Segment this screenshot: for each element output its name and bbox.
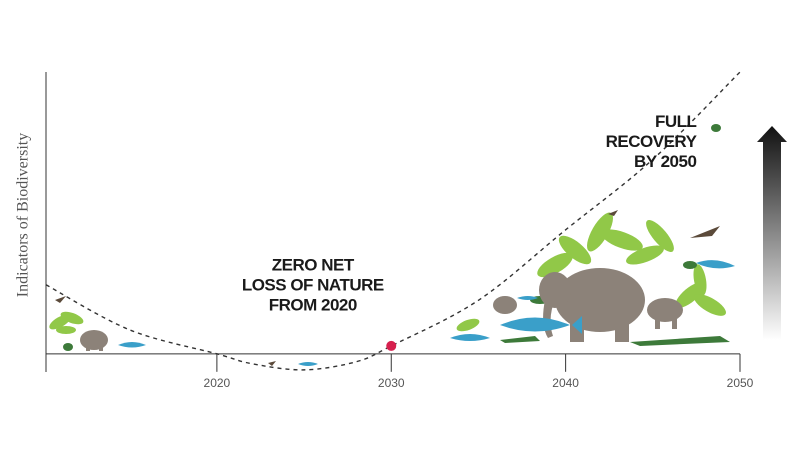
annotation-line: BY 2050 — [634, 152, 696, 171]
annotation-line: LOSS OF NATURE — [242, 276, 384, 295]
x-tick-label: 2040 — [552, 376, 579, 390]
annotation-line: ZERO NET — [272, 256, 355, 275]
trend-line — [45, 71, 741, 371]
x-tick-label: 2020 — [204, 376, 231, 390]
annotation-line: FULL — [655, 112, 697, 131]
annotation-line: FROM 2020 — [269, 296, 357, 315]
recovery-arrow — [757, 126, 787, 340]
x-tick-label: 2030 — [378, 376, 405, 390]
y-axis-label: Indicators of Biodiversity — [15, 133, 32, 297]
annotation-line: RECOVERY — [606, 132, 698, 151]
x-tick-label: 2050 — [727, 376, 754, 390]
milestone-point — [386, 340, 397, 351]
wildlife-illustration — [49, 124, 735, 366]
